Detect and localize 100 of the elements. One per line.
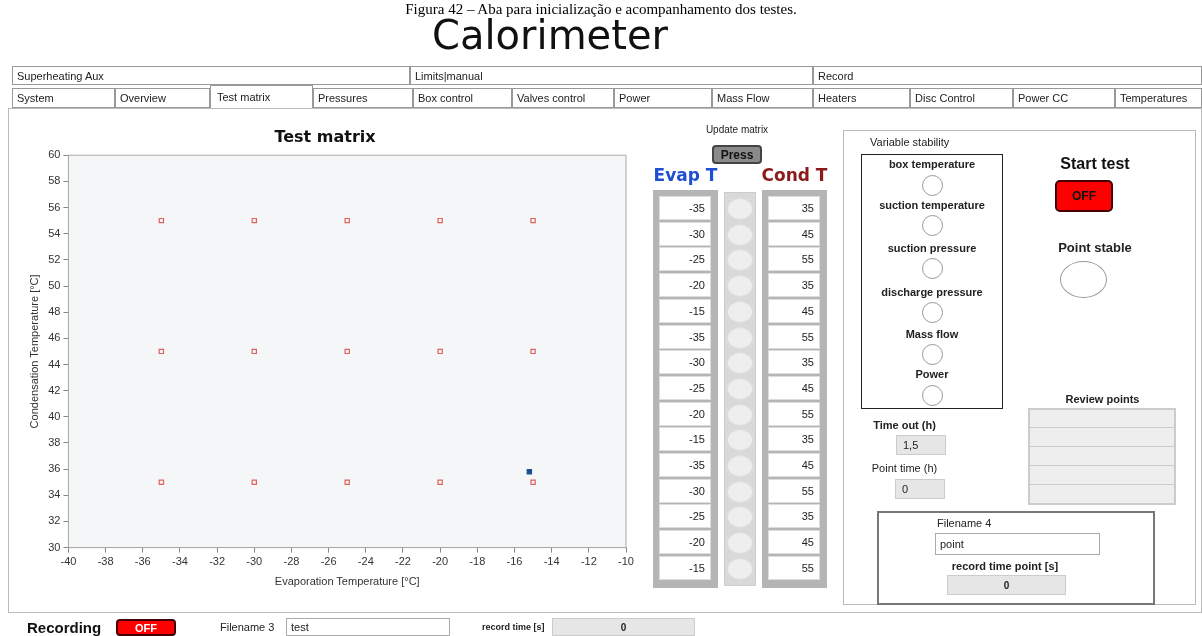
data-label: -15 — [659, 555, 711, 580]
data-label: 35 — [768, 504, 820, 529]
y-tick-label: 32 — [48, 514, 61, 527]
data-label: -15 — [659, 427, 711, 452]
data-label: -15 — [659, 298, 711, 323]
data-label: 55 — [768, 478, 820, 503]
data-label: 45 — [768, 221, 820, 246]
text: Box control — [413, 88, 512, 108]
text: test — [286, 618, 450, 636]
x-tick-label: -18 — [469, 555, 486, 568]
text: Power — [614, 88, 712, 108]
text: Review points — [1064, 392, 1141, 407]
data-label: 35 — [768, 196, 820, 220]
y-tick-label: 44 — [48, 357, 61, 370]
x-tick-label: -26 — [320, 555, 337, 568]
data-label: 45 — [768, 453, 820, 477]
y-tick-label: 52 — [48, 252, 61, 265]
text: record time [s] — [482, 621, 546, 634]
text: OFF — [116, 619, 176, 636]
text: suction temperature — [878, 197, 986, 212]
x-tick-label: -16 — [506, 555, 523, 568]
y-tick-label: 40 — [48, 409, 61, 422]
text: 0 — [895, 479, 945, 499]
text: Variable stability — [870, 135, 951, 150]
text: Pressures — [313, 88, 413, 108]
data-label: 55 — [768, 555, 820, 580]
y-tick-label: 60 — [48, 148, 61, 161]
x-axis-title: Evaporation Temperature [°C] — [274, 575, 420, 588]
text: Mass Flow — [712, 88, 813, 108]
text: Start test — [1059, 154, 1131, 174]
text: Filename 3 — [220, 620, 276, 634]
text: Point time (h) — [870, 460, 939, 475]
text: point — [935, 533, 1100, 555]
x-tick-label: -40 — [60, 555, 77, 568]
x-tick-label: -34 — [172, 555, 188, 568]
text: Limits|manual — [410, 66, 813, 85]
text: 1,5 — [896, 435, 946, 455]
y-tick-label: 58 — [48, 174, 61, 187]
x-tick-label: -20 — [432, 555, 449, 568]
data-label: -25 — [659, 247, 711, 272]
y-tick-label: 30 — [48, 540, 61, 553]
text: Filename 4 — [937, 515, 993, 530]
x-tick-label: Evap T — [652, 163, 719, 187]
chart-title: Test matrix — [274, 126, 377, 146]
y-tick-label: 50 — [48, 279, 61, 292]
text: 0 — [947, 575, 1066, 595]
data-label: -25 — [659, 375, 711, 400]
y-tick-label: 56 — [48, 200, 61, 213]
data-label: -20 — [659, 273, 711, 298]
text: Press — [712, 145, 762, 164]
data-label: -35 — [659, 196, 711, 220]
text: Power — [914, 366, 950, 381]
text: Disc Control — [910, 88, 1013, 108]
text: Mass flow — [904, 326, 960, 341]
data-label: 45 — [768, 530, 820, 555]
text: System — [12, 88, 115, 108]
text: Record — [813, 66, 1202, 85]
y-tick-label: 36 — [48, 462, 61, 475]
text: Figura 42 – Aba para inicialização e acompanhamento dos testes. — [404, 0, 798, 18]
text: Time out (h) — [872, 417, 937, 432]
x-tick-label: -36 — [134, 555, 151, 568]
y-axis-title: Condensation Temperature [°C] — [27, 274, 40, 429]
data-label: -30 — [659, 221, 711, 246]
data-label: -30 — [659, 478, 711, 503]
text: Overview — [115, 88, 210, 108]
y-tick-label: 38 — [48, 435, 61, 448]
y-tick-label: 48 — [48, 305, 61, 318]
data-label: 35 — [768, 350, 820, 375]
text: 0 — [552, 618, 695, 636]
y-tick-label: 34 — [48, 488, 61, 501]
data-label: -30 — [659, 350, 711, 375]
text: record time point [s] — [950, 558, 1060, 573]
x-tick-label: -28 — [283, 555, 300, 568]
text: box temperature — [887, 156, 977, 171]
data-label: -35 — [659, 324, 711, 349]
text: discharge pressure — [880, 284, 984, 299]
data-label: 35 — [768, 427, 820, 452]
x-tick-label: Cond T — [760, 163, 829, 187]
data-label: -25 — [659, 504, 711, 529]
data-label: 55 — [768, 247, 820, 272]
text: Superheating Aux — [12, 66, 410, 85]
x-tick-label: -12 — [580, 555, 597, 568]
data-label: -35 — [659, 453, 711, 477]
y-tick-label: 46 — [48, 331, 61, 344]
x-tick-label: -30 — [246, 555, 263, 568]
x-tick-label: -10 — [618, 555, 634, 568]
text: Recording — [27, 618, 103, 636]
x-tick-label: -32 — [209, 555, 226, 568]
text: Temperatures — [1115, 88, 1202, 108]
text: Valves control — [512, 88, 614, 108]
y-tick-label: 54 — [48, 226, 61, 239]
data-label: -20 — [659, 401, 711, 426]
data-label: 55 — [768, 324, 820, 349]
text: suction pressure — [886, 240, 978, 255]
data-label: 35 — [768, 273, 820, 298]
x-tick-label: -24 — [357, 555, 374, 568]
text: OFF — [1055, 180, 1113, 212]
text: Heaters — [813, 88, 910, 108]
text: Power CC — [1013, 88, 1115, 108]
x-tick-label: -22 — [395, 555, 411, 568]
